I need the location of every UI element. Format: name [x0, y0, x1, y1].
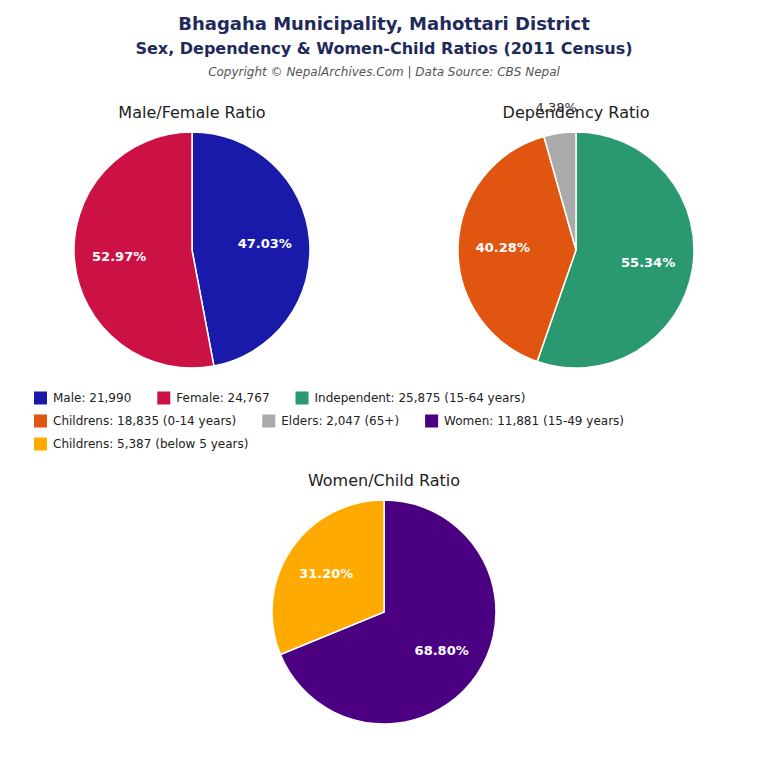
figure-subtitle: Sex, Dependency & Women-Child Ratios (20… [135, 39, 632, 58]
data-label: 52.97% [92, 249, 146, 264]
legend-entry: Childrens: 18,835 (0-14 years) [53, 414, 236, 428]
legend-entry: Female: 24,767 [176, 391, 269, 405]
pie-chart: Male/Female Ratio 47.03% 52.97% [74, 103, 310, 368]
legend: Male: 21,990 Female: 24,767 Independent: 2… [34, 391, 624, 451]
legend-entry: Male: 21,990 [53, 391, 131, 405]
pie-slice [544, 132, 576, 250]
data-label: 4.38% [536, 100, 577, 115]
legend-swatch [34, 438, 47, 451]
pie-title: Women/Child Ratio [308, 471, 460, 490]
pie-slice [192, 132, 310, 366]
pie-slice [272, 500, 384, 655]
data-label: 68.80% [415, 643, 469, 658]
pie-slice [74, 132, 214, 368]
pie-chart: Women/Child Ratio 68.80% 31.20% [272, 471, 496, 724]
pie-chart: Dependency Ratio55.34%40.28%4.38% [458, 100, 694, 368]
legend-entry: Childrens: 5,387 (below 5 years) [53, 437, 248, 451]
legend-swatch [34, 415, 47, 428]
legend-entry: Women: 11,881 (15-49 years) [444, 414, 624, 428]
legend-swatch [157, 392, 170, 405]
legend-entry: Elders: 2,047 (65+) [281, 414, 399, 428]
data-label: 47.03% [238, 236, 292, 251]
annotation: Copyright © NepalArchives.Com | Data Sou… [208, 65, 560, 79]
figure-title: Bhagaha Municipality, Mahottari District [178, 13, 590, 34]
data-label: 40.28% [476, 240, 530, 255]
data-label: 31.20% [299, 566, 353, 581]
legend-swatch [296, 392, 309, 405]
pie-title: Male/Female Ratio [118, 103, 265, 122]
legend-swatch [34, 392, 47, 405]
legend-entry: Independent: 25,875 (15-64 years) [315, 391, 526, 405]
data-label: 55.34% [621, 255, 675, 270]
legend-swatch [262, 415, 275, 428]
legend-swatch [425, 415, 438, 428]
figure: Bhagaha Municipality, Mahottari District… [0, 0, 768, 768]
